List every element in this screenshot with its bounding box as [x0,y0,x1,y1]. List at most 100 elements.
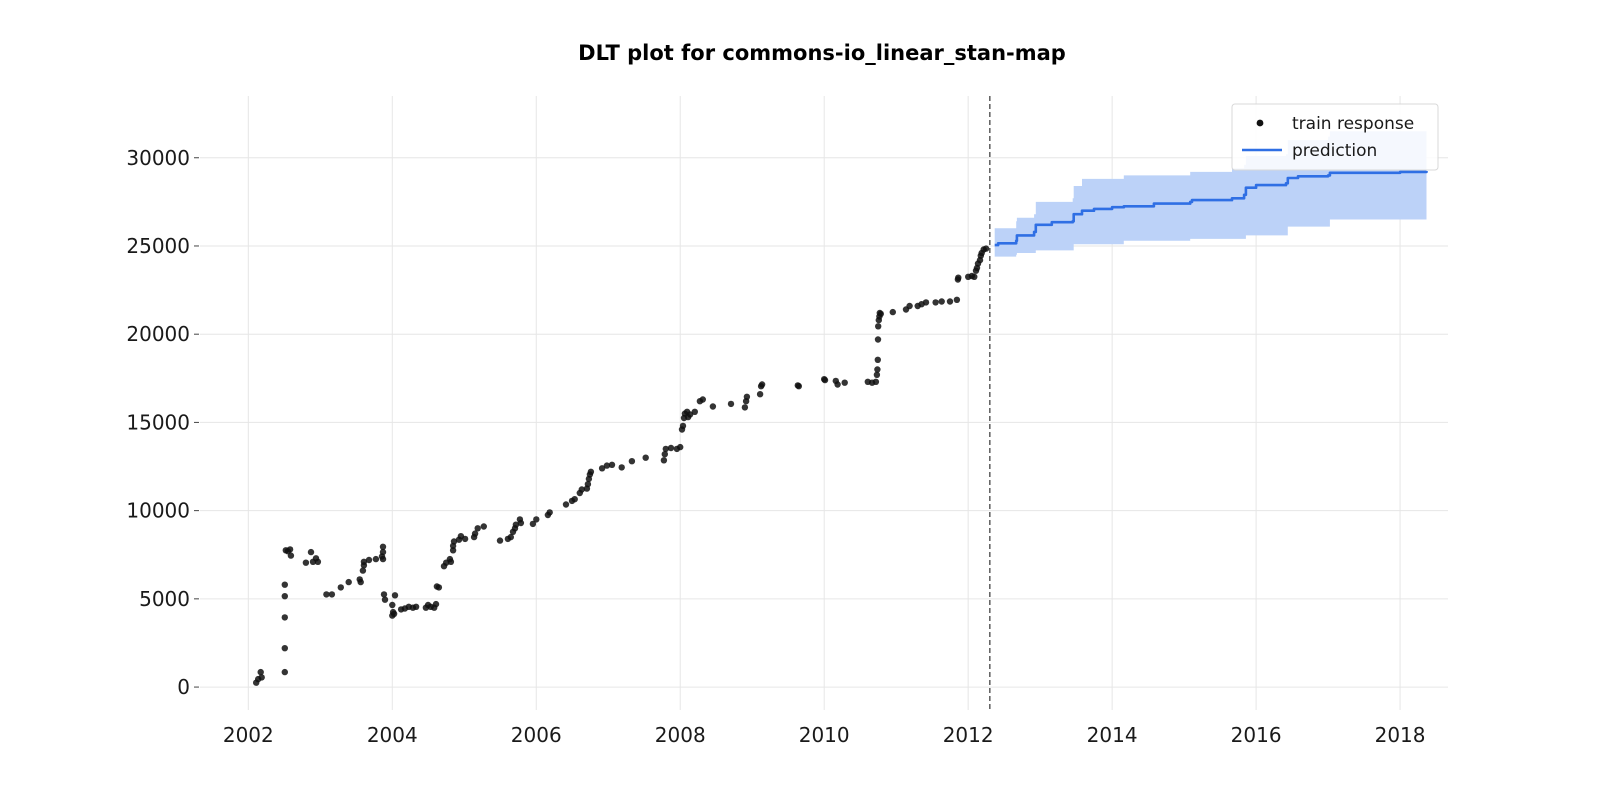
train-response-point [686,411,694,418]
train-response-point [709,403,717,410]
train-response-point [873,371,881,378]
train-response-point [281,645,288,652]
train-response-point [365,556,373,564]
train-response-point [314,558,322,565]
x-tick-label: 2012 [943,723,994,747]
train-response-point [874,356,881,363]
train-response-point [562,501,570,508]
train-response-point [257,668,264,676]
x-tick-label: 2010 [799,723,850,747]
train-response-point [328,591,336,598]
train-response-point [380,591,388,598]
train-response-point [390,610,398,617]
train-response-point [877,310,884,318]
train-response-point [337,584,344,591]
train-response-point [447,558,455,565]
train-response-point [389,601,396,609]
y-tick-label: 20000 [126,322,190,346]
train-response-point [571,496,578,503]
train-response-point [302,559,310,566]
train-response-point [874,336,882,343]
train-response-point [281,614,288,621]
legend-box [1231,103,1439,171]
train-response-point [546,509,553,516]
train-response-point [932,299,939,306]
train-response-point [875,323,882,330]
train-response-point [360,558,368,565]
train-response-point [449,547,457,554]
train-response-point [307,548,315,556]
y-tick-label: 10000 [126,499,190,523]
train-response-point [578,486,585,493]
y-tick-label: 15000 [126,410,190,434]
train-response-point [432,600,440,608]
train-response-point [258,674,265,681]
train-response-point [661,451,668,458]
train-response-point [286,546,294,553]
train-response-point [603,462,611,469]
train-response-point [379,548,387,556]
train-response-point [679,422,687,430]
chart-title: DLT plot for commons-io_linear_stan-map [578,41,1066,65]
train-response-point [922,299,930,306]
train-response-point [474,525,481,532]
train-response-point [471,530,479,537]
train-response-point [480,523,487,530]
train-response-point [727,400,735,408]
train-response-point [281,581,288,588]
legend: train response prediction [1231,103,1439,171]
train-response-point [381,596,389,603]
train-response-point [598,465,606,472]
train-response-point [741,404,749,411]
x-tick-label: 2018 [1375,723,1426,747]
x-tick-label: 2014 [1087,723,1138,747]
train-response-point [889,308,896,316]
x-tick-label: 2002 [223,723,274,747]
prediction-line-layer [994,170,1428,247]
train-response-point [517,519,525,527]
train-response-point [507,533,514,541]
train-response-point [587,468,595,475]
x-tick-label: 2004 [367,723,418,747]
y-tick-label: 0 [177,675,190,699]
train-response-point [628,458,636,465]
y-tick-label: 5000 [139,587,190,611]
train-response-point [874,366,881,373]
train-response-point [281,668,288,676]
train-response-point [287,552,295,559]
train-response-point [906,302,913,310]
legend-label-prediction: prediction [1292,141,1377,161]
train-response-point [662,445,669,453]
train-response-point [584,481,592,488]
x-tick-label: 2006 [511,723,562,747]
prediction-line [994,170,1428,247]
train-response-point [281,593,288,600]
train-response-point [982,245,990,252]
x-tick-label: 2008 [655,723,706,747]
y-tick-label: 30000 [126,146,190,170]
train-response-point [323,591,330,598]
legend-marker-train-response [1256,119,1264,127]
train-response-point [461,535,469,543]
x-tick-label: 2016 [1231,723,1282,747]
train-response-point [691,408,698,415]
train-response-point [758,381,766,388]
legend-label-train-response: train response [1292,114,1414,134]
train-response-point [391,592,399,599]
grid [200,96,1448,710]
train-response-point [379,555,387,563]
train-response-point [667,444,675,452]
train-response-point [660,457,668,464]
train-response-point [938,298,945,305]
train-response-point [946,298,954,305]
train-response-point [345,578,352,586]
train-response-point [435,584,443,591]
train-response-point [677,443,684,451]
train-response-point [496,537,504,544]
train-response-point [743,393,751,400]
train-response-point [971,273,978,280]
train-response-point [533,516,540,523]
train-response-point [529,520,537,528]
train-response-point [821,376,829,384]
